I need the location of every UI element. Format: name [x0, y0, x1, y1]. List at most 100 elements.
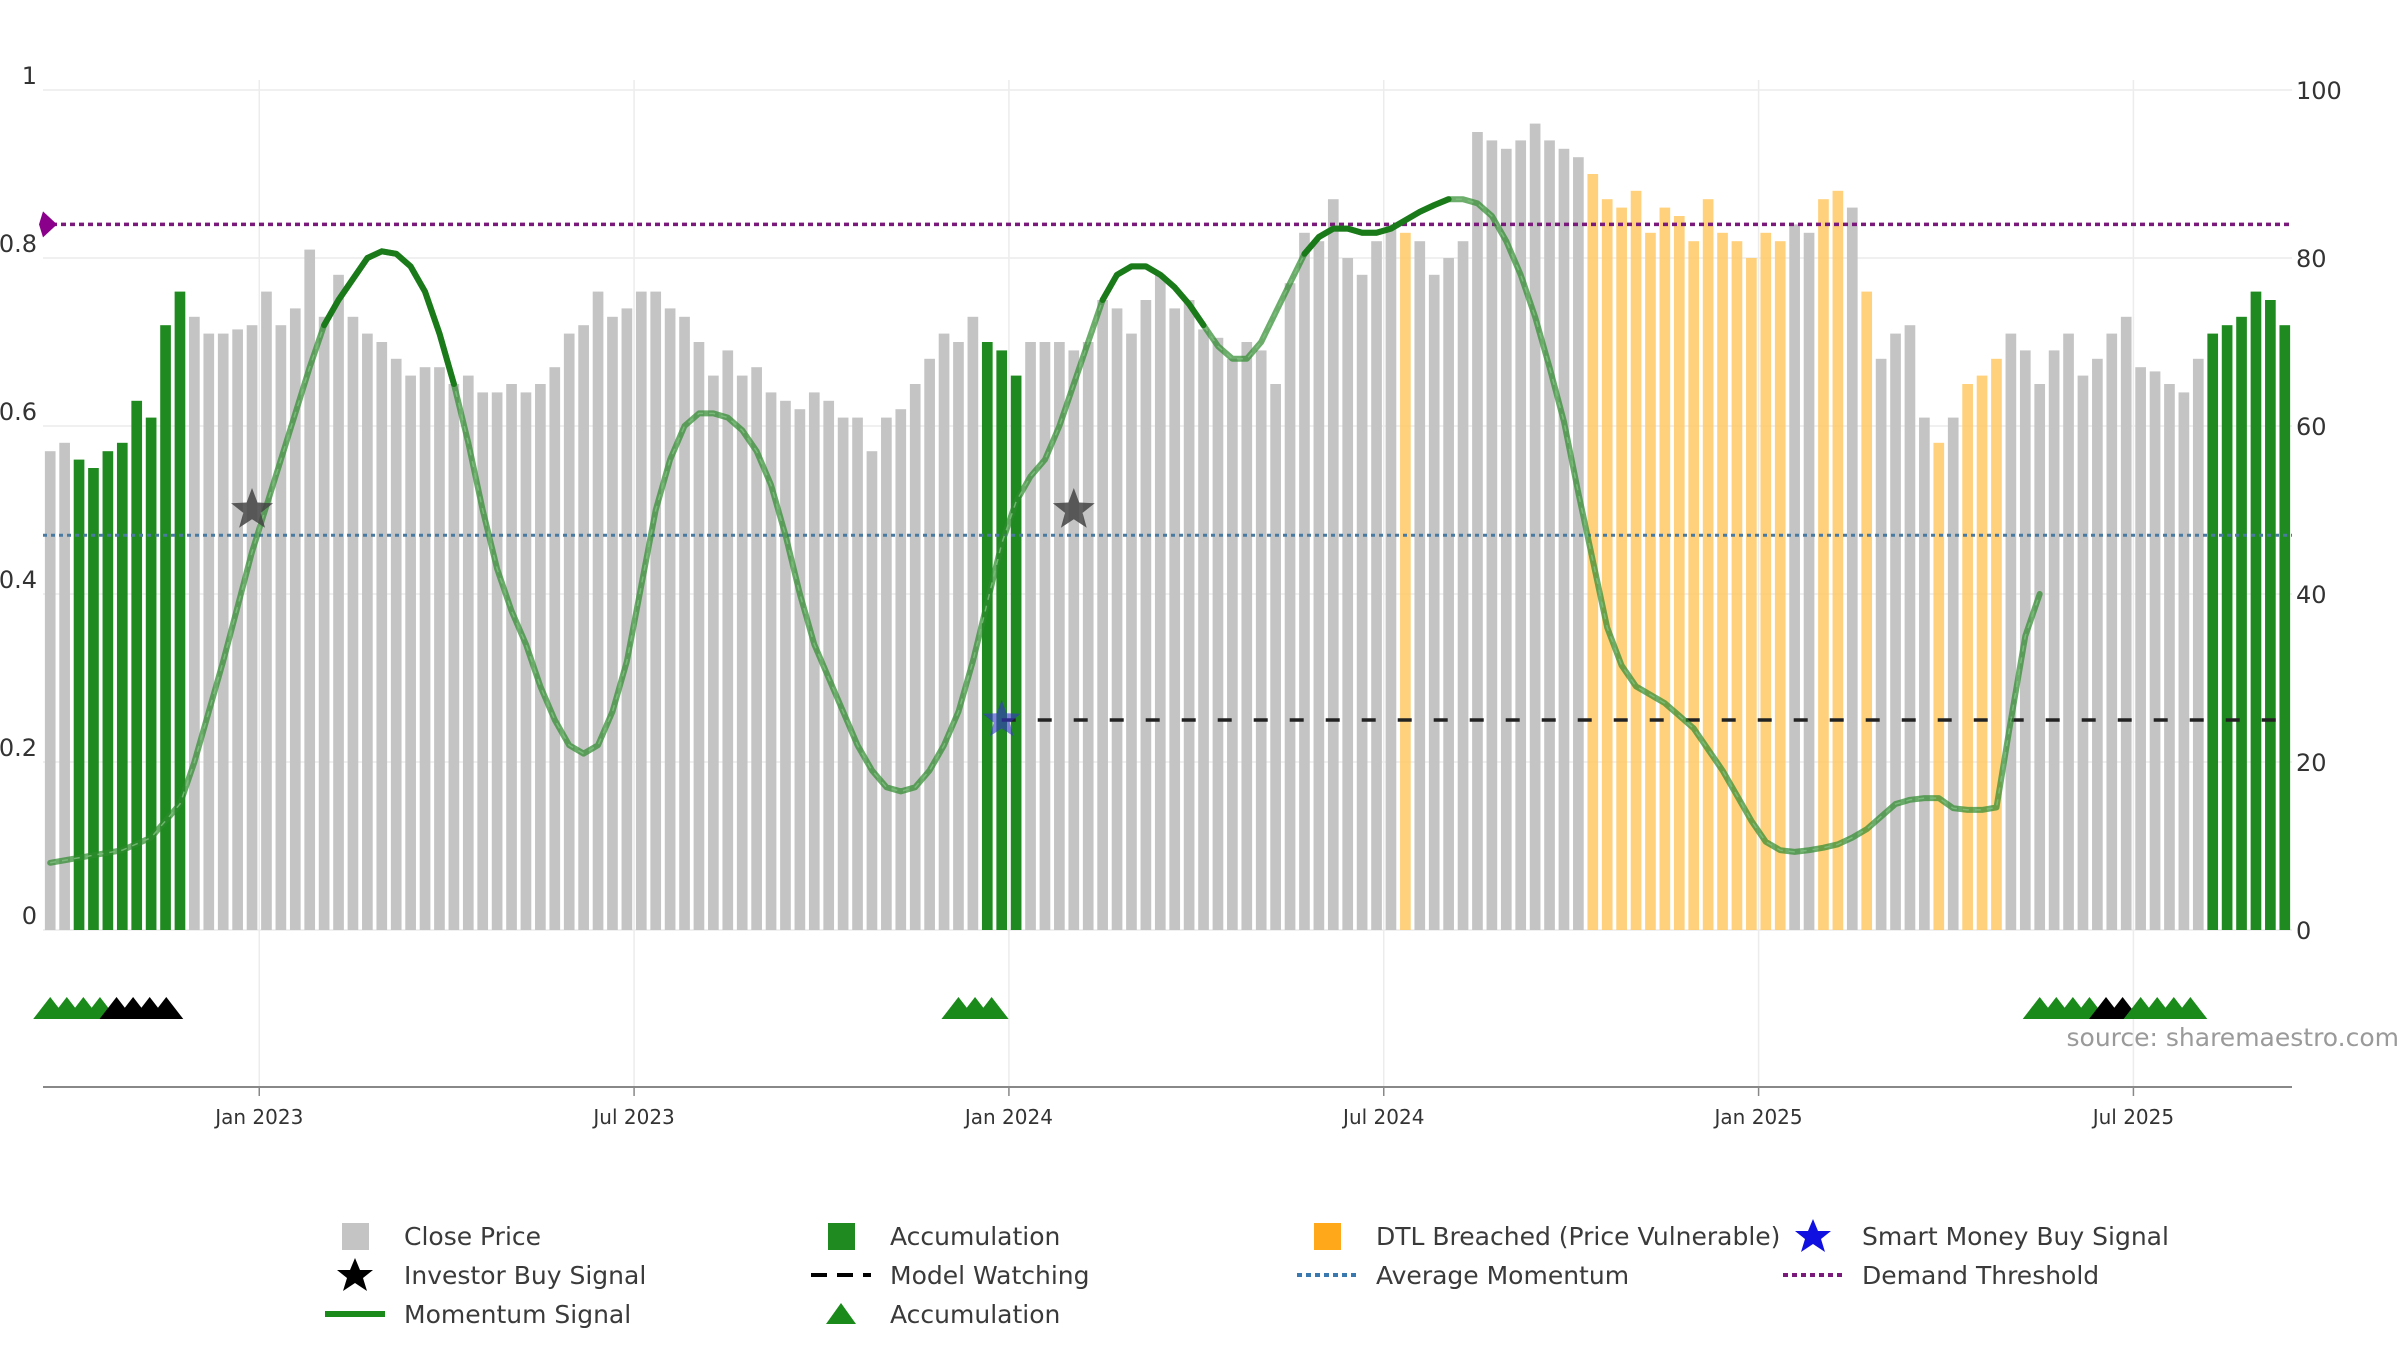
- bar-close-price: [708, 375, 719, 931]
- left-axis-tick-label: 0.4: [0, 566, 37, 594]
- bar-close-price: [823, 400, 835, 930]
- bar-close-price: [1227, 358, 1238, 930]
- demand-threshold-marker: [39, 211, 57, 238]
- bar-close-price: [189, 316, 200, 930]
- bar-close-price: [2077, 375, 2089, 931]
- bar-dtl-breached: [1688, 241, 1700, 930]
- bar-close-price: [1515, 140, 1527, 930]
- bar-close-price: [1068, 350, 1080, 930]
- bar-close-price: [780, 400, 791, 930]
- bar-close-price: [938, 333, 950, 931]
- bar-close-price: [1342, 258, 1354, 930]
- bar-dtl-breached: [1673, 216, 1685, 930]
- bar-accumulation: [2279, 325, 2291, 930]
- bar-close-price: [837, 417, 849, 931]
- bar-close-price: [1054, 342, 1065, 930]
- bar-close-price: [405, 375, 416, 931]
- bar-close-price: [1803, 232, 1815, 931]
- bar-close-price: [376, 342, 388, 930]
- bar-close-price: [1414, 241, 1426, 930]
- bar-close-price: [693, 342, 705, 930]
- bar-dtl-breached: [1601, 199, 1613, 930]
- bar-close-price: [304, 249, 316, 931]
- momentum-signal-line: [47, 196, 2043, 866]
- bar-dtl-breached: [1400, 232, 1411, 931]
- bar-accumulation: [88, 468, 99, 930]
- bar-dtl-breached: [1976, 375, 1988, 931]
- bar-close-price: [650, 291, 662, 931]
- bar-close-price: [347, 316, 359, 930]
- bar-close-price: [909, 384, 921, 930]
- bar-close-price: [362, 333, 373, 931]
- bar-close-price: [881, 417, 892, 931]
- bar-dtl-breached: [1717, 232, 1728, 931]
- bar-close-price: [1904, 325, 1916, 930]
- bar-close-price: [1025, 342, 1036, 930]
- triangle-marker-accumulation: [974, 997, 1009, 1019]
- bar-dtl-breached: [1746, 258, 1757, 930]
- bar-close-price: [232, 329, 243, 930]
- source-credit: source: sharemaestro.com: [2066, 1023, 2400, 1052]
- bar-close-price: [1313, 241, 1325, 930]
- bar-close-price: [491, 392, 503, 930]
- bar-close-price: [506, 384, 517, 930]
- bar-close-price: [1919, 417, 1930, 931]
- bar-close-price: [895, 409, 907, 930]
- bar-close-price: [722, 350, 734, 930]
- bar-close-price: [563, 333, 575, 931]
- bar-close-price: [2034, 384, 2046, 930]
- bar-dtl-breached: [1616, 207, 1627, 931]
- bar-close-price: [592, 291, 604, 931]
- bar-close-price: [2063, 333, 2074, 931]
- x-tick-label: Jul 2025: [2091, 1105, 2174, 1129]
- bar-close-price: [2120, 316, 2132, 930]
- right-axis-tick-label: 80: [2296, 245, 2327, 273]
- bar-dtl-breached: [1630, 190, 1642, 931]
- x-tick-label: Jan 2024: [963, 1105, 1053, 1129]
- bar-close-price: [736, 375, 748, 931]
- bar-close-price: [1169, 308, 1181, 930]
- bar-close-price: [1082, 342, 1094, 930]
- bar-dtl-breached: [1962, 384, 1973, 930]
- bar-close-price: [333, 274, 344, 930]
- bar-dtl-breached: [1818, 199, 1829, 930]
- bar-close-price: [852, 417, 863, 931]
- bar-close-price: [1529, 123, 1541, 931]
- left-axis-tick-label: 0.2: [0, 734, 37, 762]
- bar-close-price: [1270, 384, 1281, 930]
- left-axis-tick-label: 0.8: [0, 230, 37, 258]
- bar-close-price: [1039, 342, 1051, 930]
- bar-dtl-breached: [1731, 241, 1743, 930]
- bar-close-price: [578, 325, 589, 930]
- bar-close-price: [679, 316, 690, 930]
- signal-markers: [33, 488, 2208, 1019]
- bar-close-price: [765, 392, 777, 930]
- bar-close-price: [318, 316, 330, 930]
- bar-close-price: [2164, 384, 2175, 930]
- bar-close-price: [1183, 300, 1195, 930]
- bar-accumulation: [981, 342, 993, 930]
- right-axis-tick-label: 0: [2296, 917, 2311, 945]
- bar-close-price: [59, 442, 70, 930]
- bar-close-price: [2005, 333, 2017, 931]
- momentum-signal-strong-segment: [1301, 196, 1452, 257]
- bar-close-price: [535, 384, 546, 930]
- signal-lines: [39, 211, 2292, 722]
- bar-accumulation: [2265, 300, 2276, 930]
- bar-close-price: [1457, 241, 1469, 930]
- triangle-marker-black: [149, 997, 184, 1019]
- x-tick-label: Jan 2025: [1713, 1105, 1803, 1129]
- bar-close-price: [1327, 199, 1339, 930]
- bar-accumulation: [174, 291, 186, 931]
- bar-close-price: [1846, 207, 1858, 931]
- bar-close-price: [1284, 283, 1296, 930]
- smart-money-buy-signal-marker: [982, 700, 1021, 737]
- bar-close-price: [434, 367, 445, 930]
- bar-accumulation: [1010, 375, 1022, 931]
- momentum-signal-strong-segment: [321, 248, 457, 387]
- bar-close-price: [751, 367, 762, 930]
- bar-close-price: [275, 325, 287, 930]
- bar-close-price: [1789, 224, 1800, 930]
- bar-close-price: [261, 291, 272, 931]
